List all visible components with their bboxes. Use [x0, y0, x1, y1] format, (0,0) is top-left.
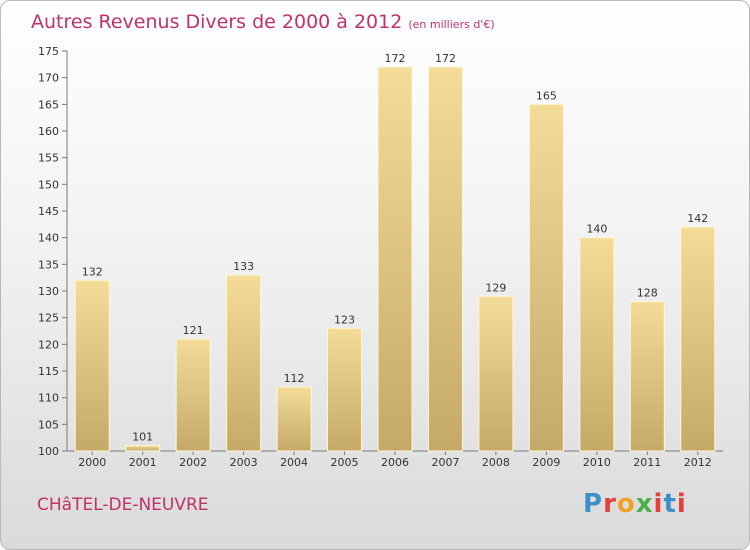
value-label-2002: 121 [183, 324, 204, 337]
bar-2000 [74, 279, 110, 452]
x-tick-label-2005: 2005 [331, 456, 359, 469]
chart-title: Autres Revenus Divers de 2000 à 2012 (en … [31, 11, 495, 33]
value-label-2003: 133 [233, 260, 254, 273]
x-tick-label-2010: 2010 [583, 456, 611, 469]
y-tick-label: 145 [38, 205, 59, 218]
x-tick-label-2008: 2008 [482, 456, 510, 469]
x-tick-label-2006: 2006 [381, 456, 409, 469]
value-label-2009: 165 [536, 89, 557, 102]
bar-2004 [276, 386, 312, 452]
value-label-2001: 101 [132, 431, 153, 444]
x-tick-label-2012: 2012 [684, 456, 712, 469]
value-label-2011: 128 [637, 287, 658, 300]
y-tick-label: 110 [38, 392, 59, 405]
bar-2006 [377, 66, 413, 452]
x-tick-label-2001: 2001 [129, 456, 157, 469]
bar-2012 [680, 226, 716, 452]
y-tick-label: 105 [38, 418, 59, 431]
x-tick-label-2003: 2003 [230, 456, 258, 469]
value-label-2005: 123 [334, 313, 355, 326]
logo-letter: x [635, 489, 654, 519]
logo-letter: i [653, 489, 664, 519]
value-label-2010: 140 [586, 223, 607, 236]
y-tick-label: 135 [38, 258, 59, 271]
town-name: CHâTEL-DE-NEUVRE [37, 495, 209, 515]
chart-title-unit: (en milliers d'€) [408, 18, 495, 31]
y-tick-label: 155 [38, 152, 59, 165]
bar-2010 [579, 237, 615, 452]
bar-2011 [629, 301, 665, 452]
value-label-2012: 142 [687, 212, 708, 225]
logo-letter: i [676, 489, 687, 519]
logo-letter: t [663, 489, 677, 519]
y-tick-label: 165 [38, 98, 59, 111]
y-tick-label: 170 [38, 72, 59, 85]
value-label-2006: 172 [385, 52, 406, 65]
x-tick-label-2002: 2002 [179, 456, 207, 469]
bar-2002 [175, 338, 211, 452]
y-tick-label: 150 [38, 178, 59, 191]
bar-2001 [125, 445, 161, 452]
proxiti-logo: Proxiti [583, 489, 687, 519]
y-tick-label: 175 [38, 45, 59, 58]
y-tick-label: 160 [38, 125, 59, 138]
bar-2008 [478, 295, 514, 452]
logo-letter: P [583, 489, 604, 519]
y-tick-label: 115 [38, 365, 59, 378]
logo-letter: r [603, 489, 617, 519]
bar-2009 [528, 103, 564, 452]
y-tick-label: 100 [38, 445, 59, 458]
x-tick-label-2011: 2011 [633, 456, 661, 469]
x-tick-label-2000: 2000 [78, 456, 106, 469]
bar-2007 [427, 66, 463, 452]
value-label-2004: 112 [284, 372, 305, 385]
x-tick-label-2007: 2007 [431, 456, 459, 469]
y-tick-label: 125 [38, 312, 59, 325]
logo-letter: o [616, 489, 636, 519]
bar-2003 [226, 274, 262, 452]
x-tick-label-2009: 2009 [532, 456, 560, 469]
value-label-2000: 132 [82, 265, 103, 278]
y-tick-label: 120 [38, 338, 59, 351]
chart-title-text: Autres Revenus Divers de 2000 à 2012 [31, 11, 403, 33]
x-tick-label-2004: 2004 [280, 456, 308, 469]
value-label-2007: 172 [435, 52, 456, 65]
value-label-2008: 129 [485, 281, 506, 294]
y-tick-label: 140 [38, 232, 59, 245]
y-tick-label: 130 [38, 285, 59, 298]
bar-2005 [327, 327, 363, 452]
